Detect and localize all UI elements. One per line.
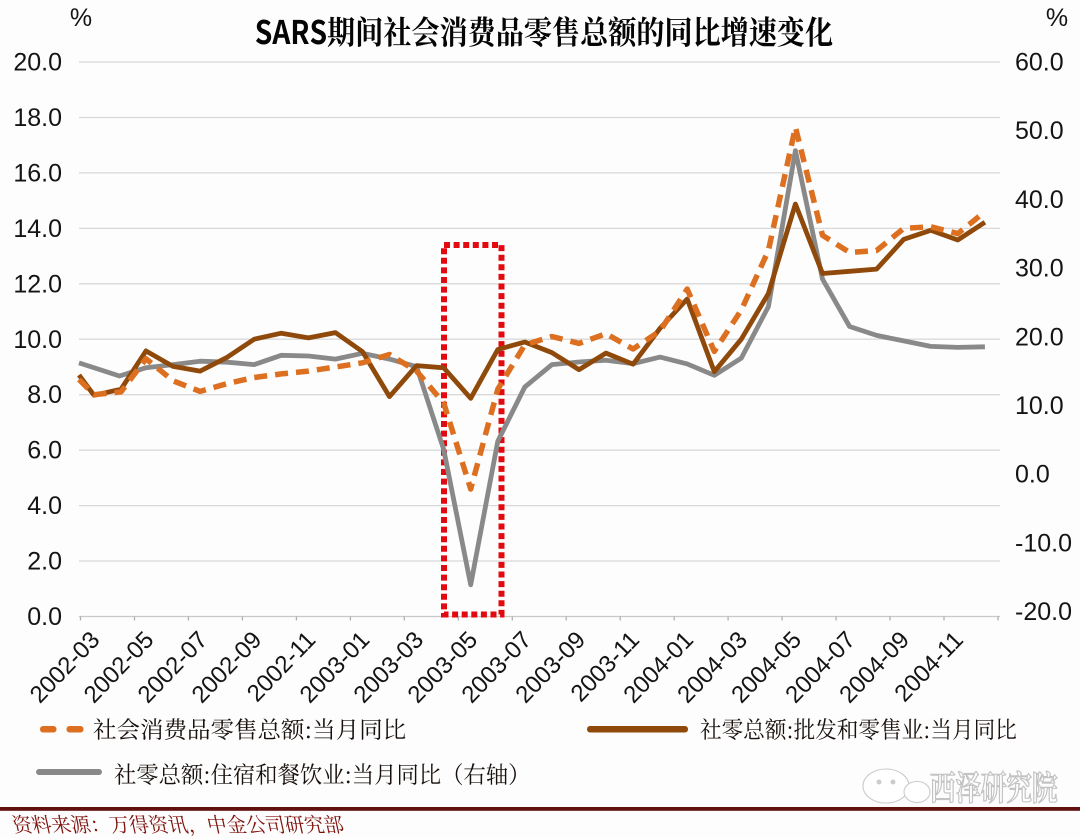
svg-text:10.0: 10.0 [1015,392,1064,420]
svg-text:40.0: 40.0 [1015,186,1064,214]
svg-text:12.0: 12.0 [13,270,62,298]
svg-text:18.0: 18.0 [13,104,62,132]
svg-text:10.0: 10.0 [13,326,62,354]
svg-text:%: % [1046,4,1068,32]
svg-text:2.0: 2.0 [27,548,62,576]
svg-text:-10.0: -10.0 [1015,529,1072,557]
svg-text:16.0: 16.0 [13,159,62,187]
svg-text:60.0: 60.0 [1015,49,1064,77]
svg-text:4.0: 4.0 [27,492,62,520]
svg-text:6.0: 6.0 [27,437,62,465]
svg-text:30.0: 30.0 [1015,255,1064,283]
svg-text:8.0: 8.0 [27,381,62,409]
svg-text:0.0: 0.0 [1015,461,1050,489]
svg-text:50.0: 50.0 [1015,117,1064,145]
svg-text:14.0: 14.0 [13,215,62,243]
svg-text:20.0: 20.0 [13,49,62,77]
svg-text:%: % [70,4,92,32]
svg-text:0.0: 0.0 [27,603,62,631]
svg-text:-20.0: -20.0 [1015,598,1072,626]
svg-text:20.0: 20.0 [1015,323,1064,351]
